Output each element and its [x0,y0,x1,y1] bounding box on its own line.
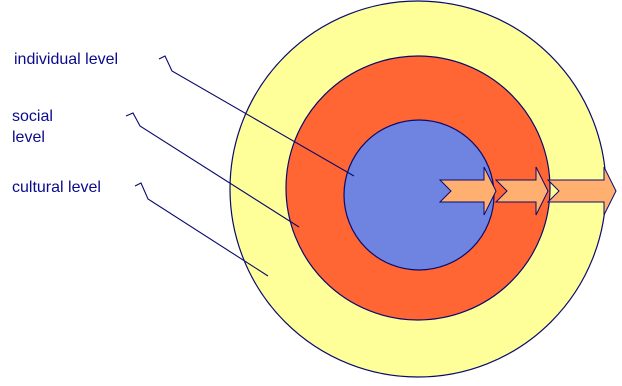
arrow-middle [494,166,549,216]
individual-leader-line [158,55,355,177]
social-level-label: social level [12,108,53,146]
cultural-level-label: cultural level [12,179,101,196]
social-leader-line [125,112,300,228]
arrow-inner [438,166,497,216]
arrow-group [438,166,617,216]
cultural-leader-line [134,182,269,277]
leader-lines [125,55,355,277]
arrow-outer [546,166,617,216]
individual-level-label: individual level [14,51,119,68]
